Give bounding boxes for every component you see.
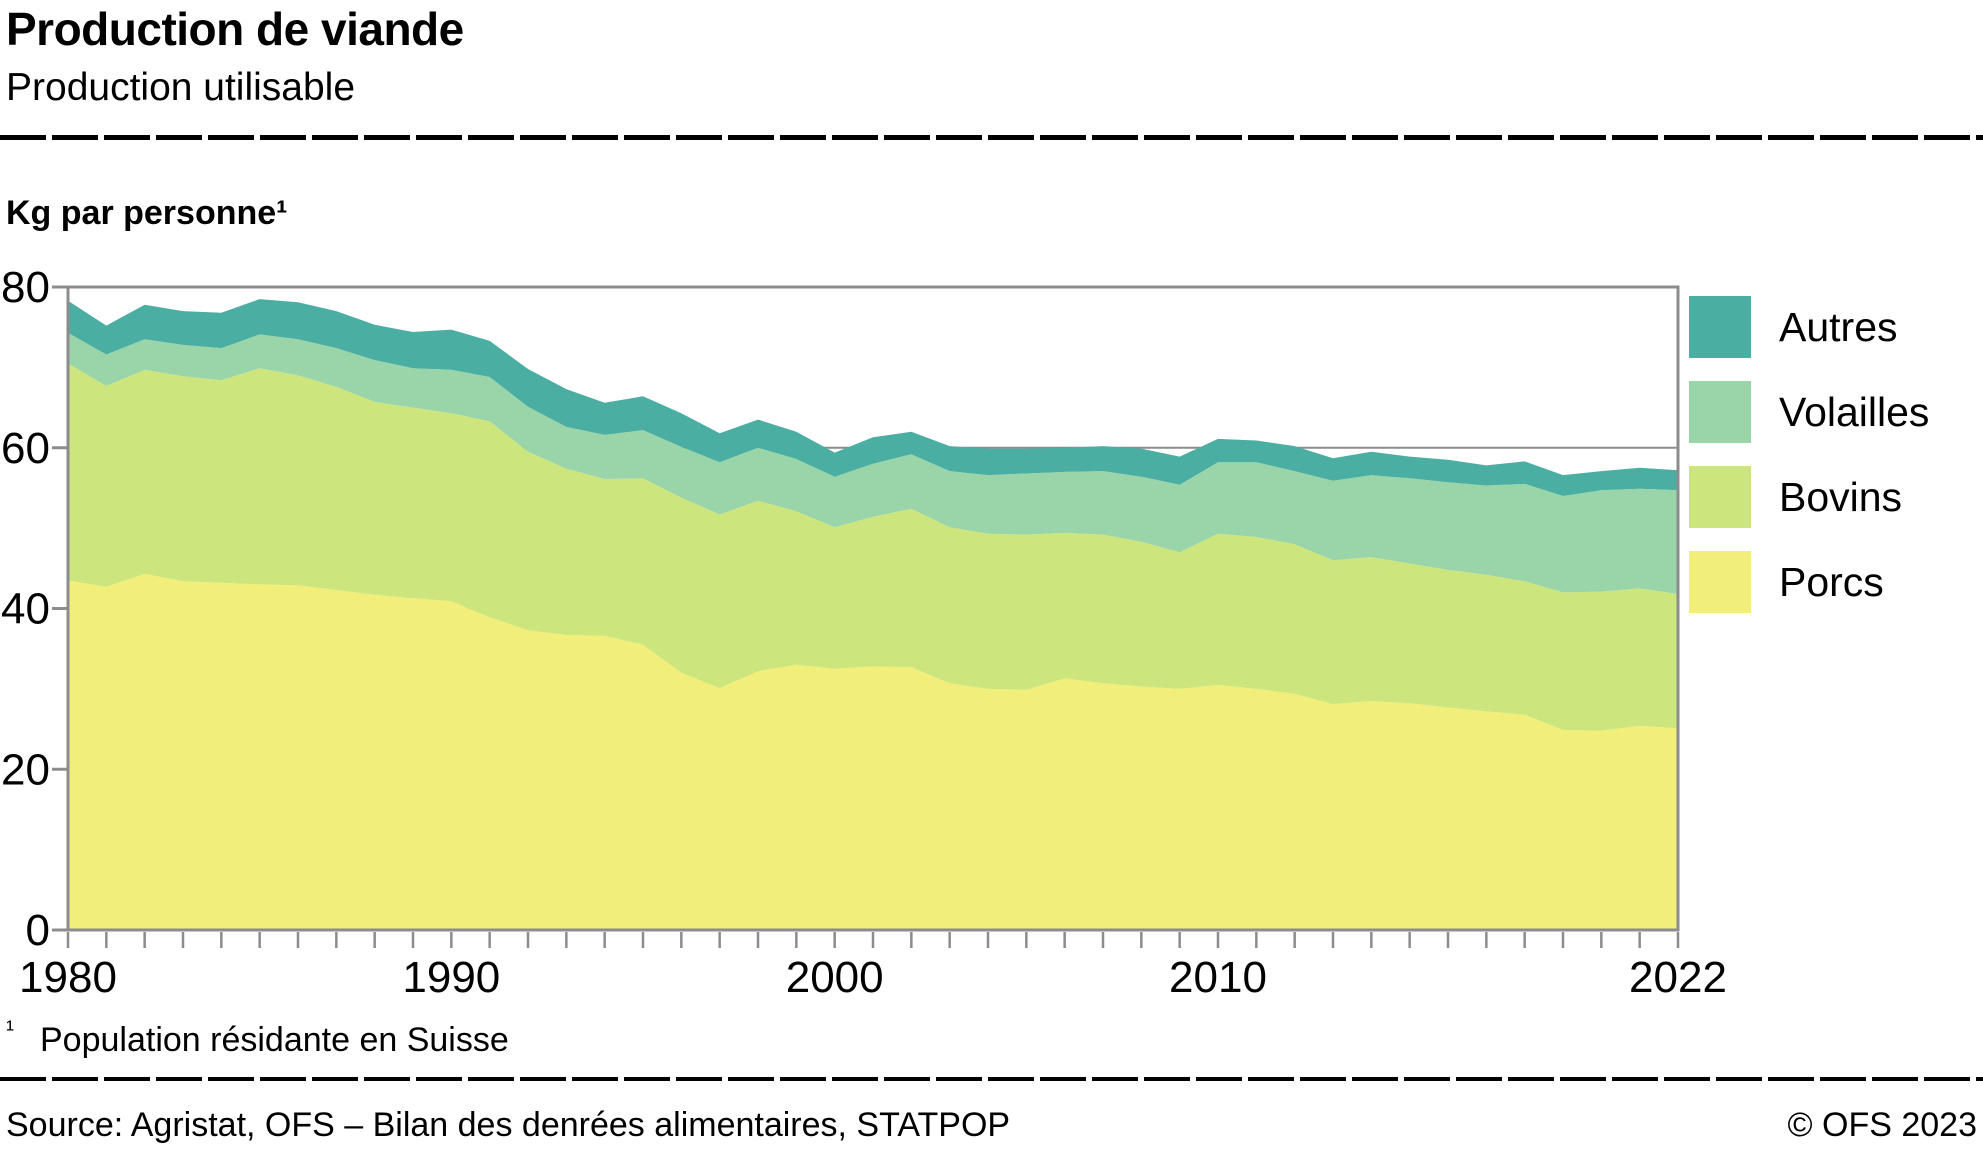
legend-swatch-volailles (1689, 381, 1751, 443)
area-volailles (68, 332, 1678, 594)
source-text: Source: Agristat, OFS – Bilan des denrée… (6, 1106, 1011, 1144)
y-tick-label-20: 20 (1, 745, 50, 794)
legend-item-volailles: Volailles (1689, 381, 1929, 443)
x-tick-label-2010: 2010 (1169, 953, 1267, 1002)
page-subtitle: Production utilisable (6, 66, 356, 109)
source-line: Source: Agristat, OFS – Bilan des denrée… (6, 1106, 1977, 1145)
x-axis: 1980 1990 2000 2010 2022 (19, 932, 1727, 1002)
legend-item-autres: Autres (1689, 296, 1929, 358)
page-title: Production de viande (6, 3, 464, 55)
y-axis-unit-label: Kg par personne¹ (6, 194, 288, 232)
x-tick-label-2000: 2000 (786, 953, 884, 1002)
legend-label: Volailles (1779, 389, 1930, 435)
y-tick-label-60: 60 (1, 424, 50, 473)
x-tick-label-2022: 2022 (1629, 953, 1727, 1002)
footnote: ¹ Population résidante en Suisse (6, 1016, 509, 1060)
legend: Autres Volailles Bovins Porcs (1689, 296, 1929, 613)
area-autres (68, 299, 1678, 496)
x-tick-label-1980: 1980 (19, 953, 117, 1002)
copyright-text: © OFS 2023 (1787, 1106, 1977, 1144)
legend-label: Porcs (1779, 559, 1884, 605)
y-tick-label-80: 80 (1, 263, 50, 312)
footnote-text: Population résidante en Suisse (40, 1021, 509, 1059)
y-tick-label-0: 0 (26, 906, 50, 955)
legend-item-bovins: Bovins (1689, 466, 1929, 528)
legend-swatch-bovins (1689, 466, 1751, 528)
legend-label: Bovins (1779, 474, 1903, 520)
x-tick-label-1990: 1990 (402, 953, 500, 1002)
legend-swatch-porcs (1689, 551, 1751, 613)
legend-item-porcs: Porcs (1689, 551, 1929, 613)
top-divider-rule (0, 135, 1983, 140)
y-tick-label-40: 40 (1, 585, 50, 634)
legend-swatch-autres (1689, 296, 1751, 358)
area-bovins (68, 363, 1678, 731)
legend-label: Autres (1779, 304, 1898, 350)
area-porcs (68, 573, 1678, 930)
stacked-areas (68, 299, 1678, 930)
footnote-marker: ¹ (6, 1016, 14, 1043)
y-axis: 0 20 40 60 80 (1, 263, 68, 955)
bottom-divider-rule (0, 1077, 1983, 1081)
